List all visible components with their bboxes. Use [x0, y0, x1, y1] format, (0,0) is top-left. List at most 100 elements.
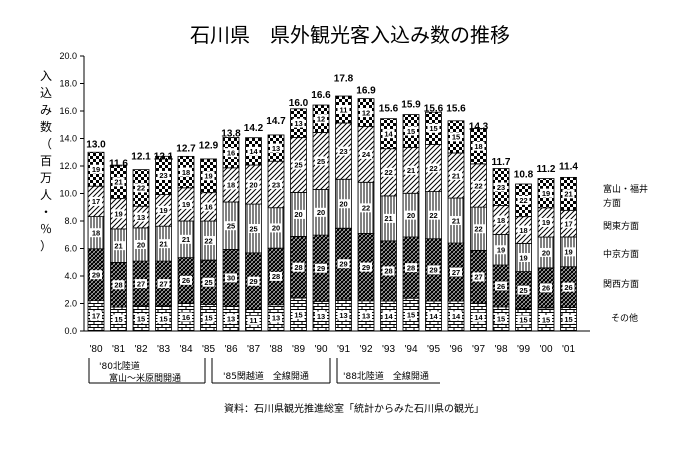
total-label: 13.0	[86, 139, 106, 150]
segment-label-bg	[337, 199, 350, 209]
segment-label-bg	[562, 314, 575, 324]
segment-label: 16	[227, 148, 235, 157]
segment-label-bg	[247, 146, 260, 156]
segment-label: 15	[407, 127, 415, 136]
segment-label: 19	[204, 172, 212, 181]
segment-label: 13	[227, 314, 235, 323]
x-axis: '80 '81 '82 '83 '84 '85 '86 '87 '88 '89 '90 '91 '92 '…	[84, 330, 590, 355]
total-label: 10.8	[514, 170, 534, 181]
segment-label: 15	[114, 315, 122, 324]
segment-label: 15	[159, 314, 167, 323]
total-label: 14.3	[469, 121, 489, 132]
segment-label-bg	[495, 245, 507, 255]
segment-label: 13	[294, 119, 302, 128]
segment-label-bg	[382, 266, 395, 276]
segment-label-bg	[270, 179, 282, 189]
segment-label: 15	[452, 133, 460, 142]
segment-label-bg	[427, 311, 440, 321]
segment-label: 20	[317, 208, 325, 217]
segment-label: 22	[137, 184, 145, 193]
segment-label: 29	[339, 259, 347, 268]
segment-label-bg	[382, 167, 395, 177]
segment-label: 19	[92, 165, 100, 174]
segment-label: 23	[497, 183, 505, 192]
segment-label-bg	[450, 267, 462, 277]
segment-label: 23	[159, 171, 167, 180]
segment-label-bg	[225, 180, 237, 190]
segment-label: 18	[227, 181, 235, 190]
segment-label: 22	[429, 211, 437, 220]
segment-label-bg	[247, 276, 260, 286]
segment-label: 21	[384, 214, 392, 223]
segment-label: 28	[294, 263, 302, 272]
segment-label: 17	[92, 312, 100, 321]
legend-label-toyama-fukui-1: 富山・福井	[603, 183, 648, 195]
segment-label-bg	[562, 219, 575, 229]
segment-label-bg	[247, 180, 260, 190]
segment-label-bg	[540, 283, 552, 293]
x-tick-label: '86	[224, 344, 237, 355]
y-axis-label: 入込み数（百万人・％）	[40, 69, 52, 253]
segment-label: 27	[474, 273, 482, 282]
legend-label-chukyo: 中京方面	[603, 248, 639, 260]
segment-label-bg	[315, 311, 327, 321]
segment-label: 25	[519, 286, 527, 295]
segment-label-bg	[157, 205, 170, 215]
total-label: 16.9	[356, 86, 376, 97]
segment-label: 29	[92, 270, 100, 279]
segment-label: 14	[429, 312, 438, 321]
segment-label-bg	[270, 223, 282, 233]
bar-stack: 13 29 20 23 11	[335, 95, 352, 332]
segment-label: 30	[227, 274, 235, 283]
segment-label: 20	[249, 180, 257, 189]
segment-label-bg	[472, 272, 485, 282]
segment-label-bg	[315, 156, 327, 166]
segment-label: 18	[92, 228, 100, 237]
segment-label-bg	[90, 228, 102, 238]
segment-label: 25	[294, 161, 302, 170]
segment-label: 14	[249, 147, 258, 156]
segment-label: 21	[114, 241, 122, 250]
segment-label: 25	[317, 157, 325, 166]
note-hokuriku-full: '88北陸道 全線開通	[343, 370, 429, 382]
segment-label: 18	[182, 168, 190, 177]
segment-label: 28	[384, 267, 392, 276]
segment-label-bg	[540, 314, 552, 324]
segment-label: 12	[362, 108, 370, 117]
segment-label: 19	[159, 206, 167, 215]
segment-label-bg	[202, 313, 215, 323]
segment-label: 15	[429, 124, 437, 133]
total-label: 15.9	[401, 99, 421, 110]
x-tick-label: '81	[112, 344, 125, 355]
segment-label-bg	[90, 196, 102, 206]
total-label: 12.1	[131, 152, 151, 163]
segment-label-bg	[450, 132, 462, 142]
segment-label-bg	[292, 310, 305, 319]
segment-label-bg	[495, 281, 507, 291]
x-tick-label: '98	[494, 344, 507, 355]
segment-label-bg	[225, 273, 237, 283]
segment-label-bg	[292, 209, 305, 219]
y-tick-label: 2.0	[64, 299, 77, 309]
segment-label: 19	[182, 200, 190, 209]
total-label: 17.8	[334, 73, 354, 84]
y-tick-label: 18.0	[59, 79, 77, 89]
segment-label-bg	[180, 167, 192, 177]
segment-label: 15	[497, 315, 505, 324]
x-tick-label: '92	[359, 344, 372, 355]
segment-label: 21	[452, 171, 460, 180]
segment-label: 21	[452, 216, 460, 225]
segment-label: 14	[384, 312, 393, 321]
segment-label: 22	[204, 236, 212, 245]
total-label: 12.9	[199, 141, 219, 152]
segment-label: 22	[519, 196, 527, 205]
segment-label: 15	[204, 313, 212, 322]
total-label: 13.8	[221, 128, 241, 139]
segment-label-bg	[360, 149, 372, 159]
segment-label-bg	[405, 310, 417, 320]
segment-label-bg	[112, 280, 125, 290]
total-label: 15.6	[446, 104, 466, 115]
segment-label: 15	[564, 315, 572, 324]
segment-label-bg	[337, 146, 350, 156]
bar-stack: 15 25 22 16 19	[200, 158, 217, 332]
